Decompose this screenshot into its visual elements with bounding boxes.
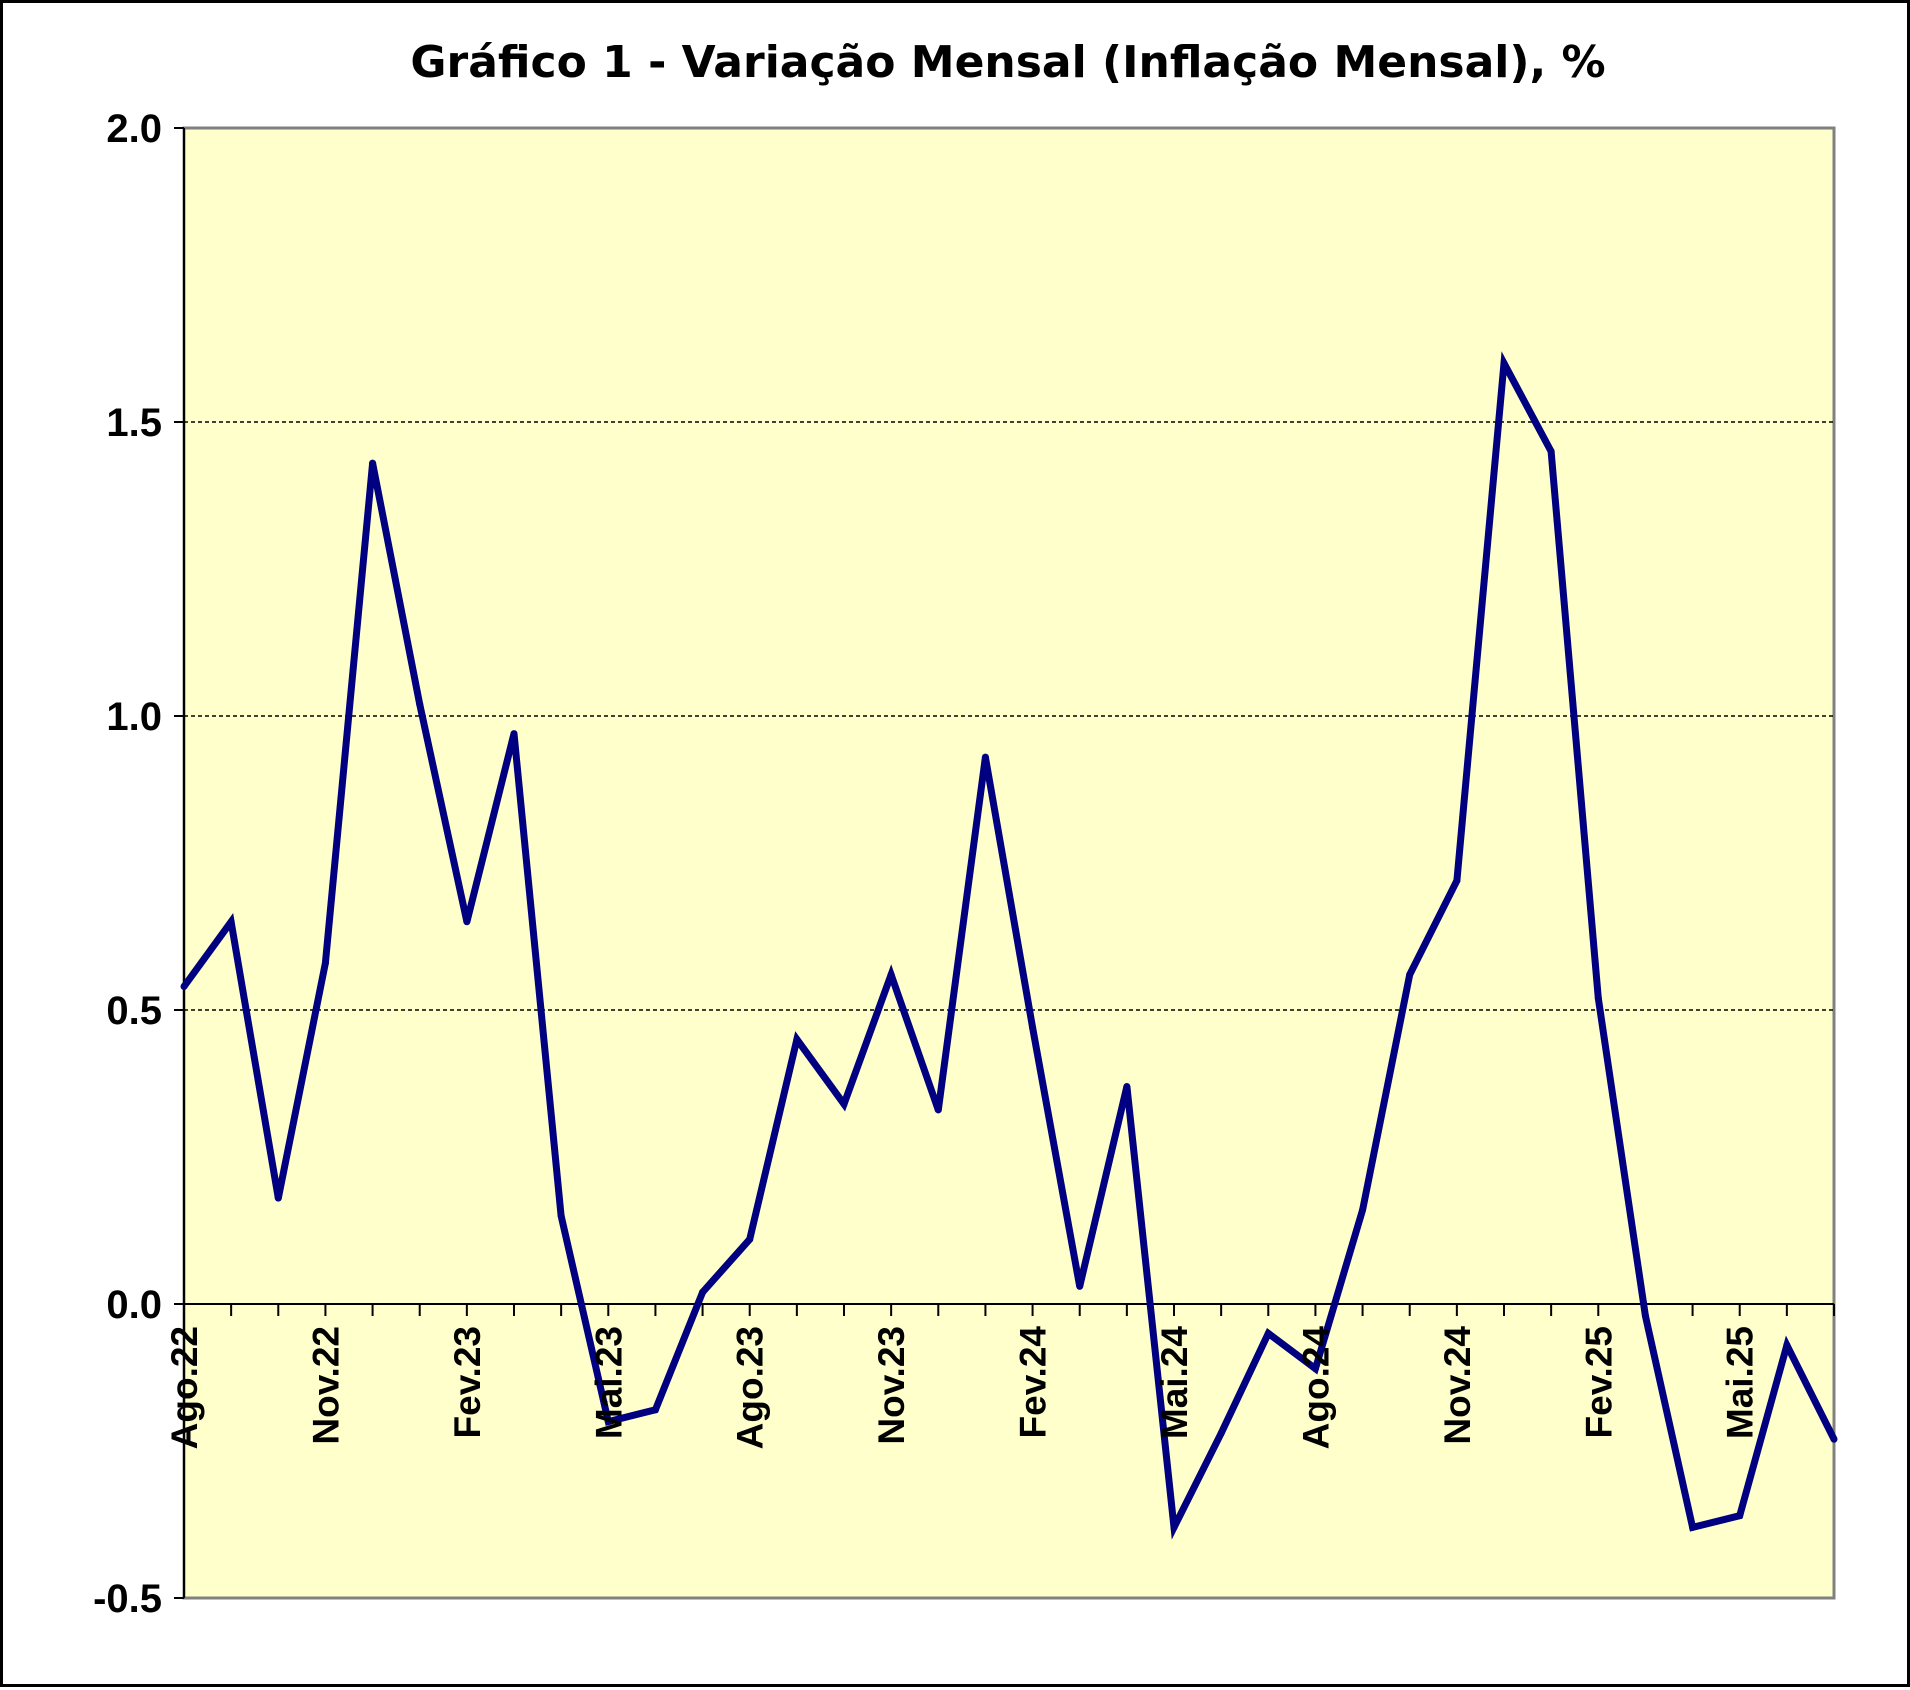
data-point (1311, 1365, 1319, 1373)
inflation-line-chart: Gráfico 1 - Variação Mensal (Inflação Me… (93, 37, 1838, 1621)
data-point (604, 1418, 612, 1426)
data-point (1029, 1024, 1037, 1032)
data-point (1123, 1082, 1131, 1090)
data-point (1264, 1329, 1272, 1337)
data-point (651, 1406, 659, 1414)
data-point (1830, 1435, 1838, 1443)
data-point (274, 1194, 282, 1202)
x-tick-label: Nov.22 (305, 1326, 346, 1445)
x-tick-label: Ago.24 (1295, 1326, 1336, 1450)
data-point (321, 959, 329, 967)
y-tick-label: 1.5 (106, 401, 162, 445)
x-tick-label: Ago.23 (730, 1326, 771, 1449)
data-point (1500, 359, 1508, 367)
data-point (510, 730, 518, 738)
data-point (416, 700, 424, 708)
x-tick-label: Mai.23 (588, 1326, 629, 1439)
data-point (840, 1100, 848, 1108)
x-tick-label: Fev.24 (1013, 1326, 1054, 1439)
data-point (557, 1212, 565, 1220)
data-point (1359, 1206, 1367, 1214)
data-point (981, 753, 989, 761)
data-point (1783, 1341, 1791, 1349)
x-tick-label: Ago.22 (164, 1326, 205, 1449)
chart-title: Gráfico 1 - Variação Mensal (Inflação Me… (410, 37, 1605, 88)
data-point (1076, 1282, 1084, 1290)
y-tick-label: 0.0 (106, 1283, 162, 1327)
data-point (1406, 971, 1414, 979)
x-tick-label: Fev.23 (447, 1326, 488, 1438)
data-point (1689, 1523, 1697, 1531)
data-point (369, 459, 377, 467)
data-point (746, 1235, 754, 1243)
x-tick-label: Mai.24 (1154, 1326, 1195, 1440)
x-tick-label: Mai.25 (1720, 1326, 1761, 1439)
data-point (1170, 1523, 1178, 1531)
data-point (1547, 447, 1555, 455)
data-point (227, 918, 235, 926)
data-point (934, 1106, 942, 1114)
y-tick-label: 2.0 (106, 107, 162, 151)
data-point (1736, 1512, 1744, 1520)
y-tick-label: -0.5 (93, 1577, 162, 1621)
series-line (181, 351, 1838, 1540)
x-tick-label: Fev.25 (1578, 1326, 1619, 1438)
data-point (793, 1035, 801, 1043)
y-tick-label: 0.5 (106, 989, 162, 1033)
data-point (1453, 877, 1461, 885)
y-tick-label: 1.0 (106, 695, 162, 739)
data-point (699, 1288, 707, 1296)
data-point (1594, 994, 1602, 1002)
x-tick-label: Nov.24 (1437, 1326, 1478, 1445)
data-point (180, 982, 188, 990)
data-point (887, 971, 895, 979)
data-point (1217, 1429, 1225, 1437)
plot-area (182, 126, 1836, 1600)
data-point (1641, 1312, 1649, 1320)
data-point (463, 918, 471, 926)
x-tick-label: Nov.23 (871, 1326, 912, 1445)
